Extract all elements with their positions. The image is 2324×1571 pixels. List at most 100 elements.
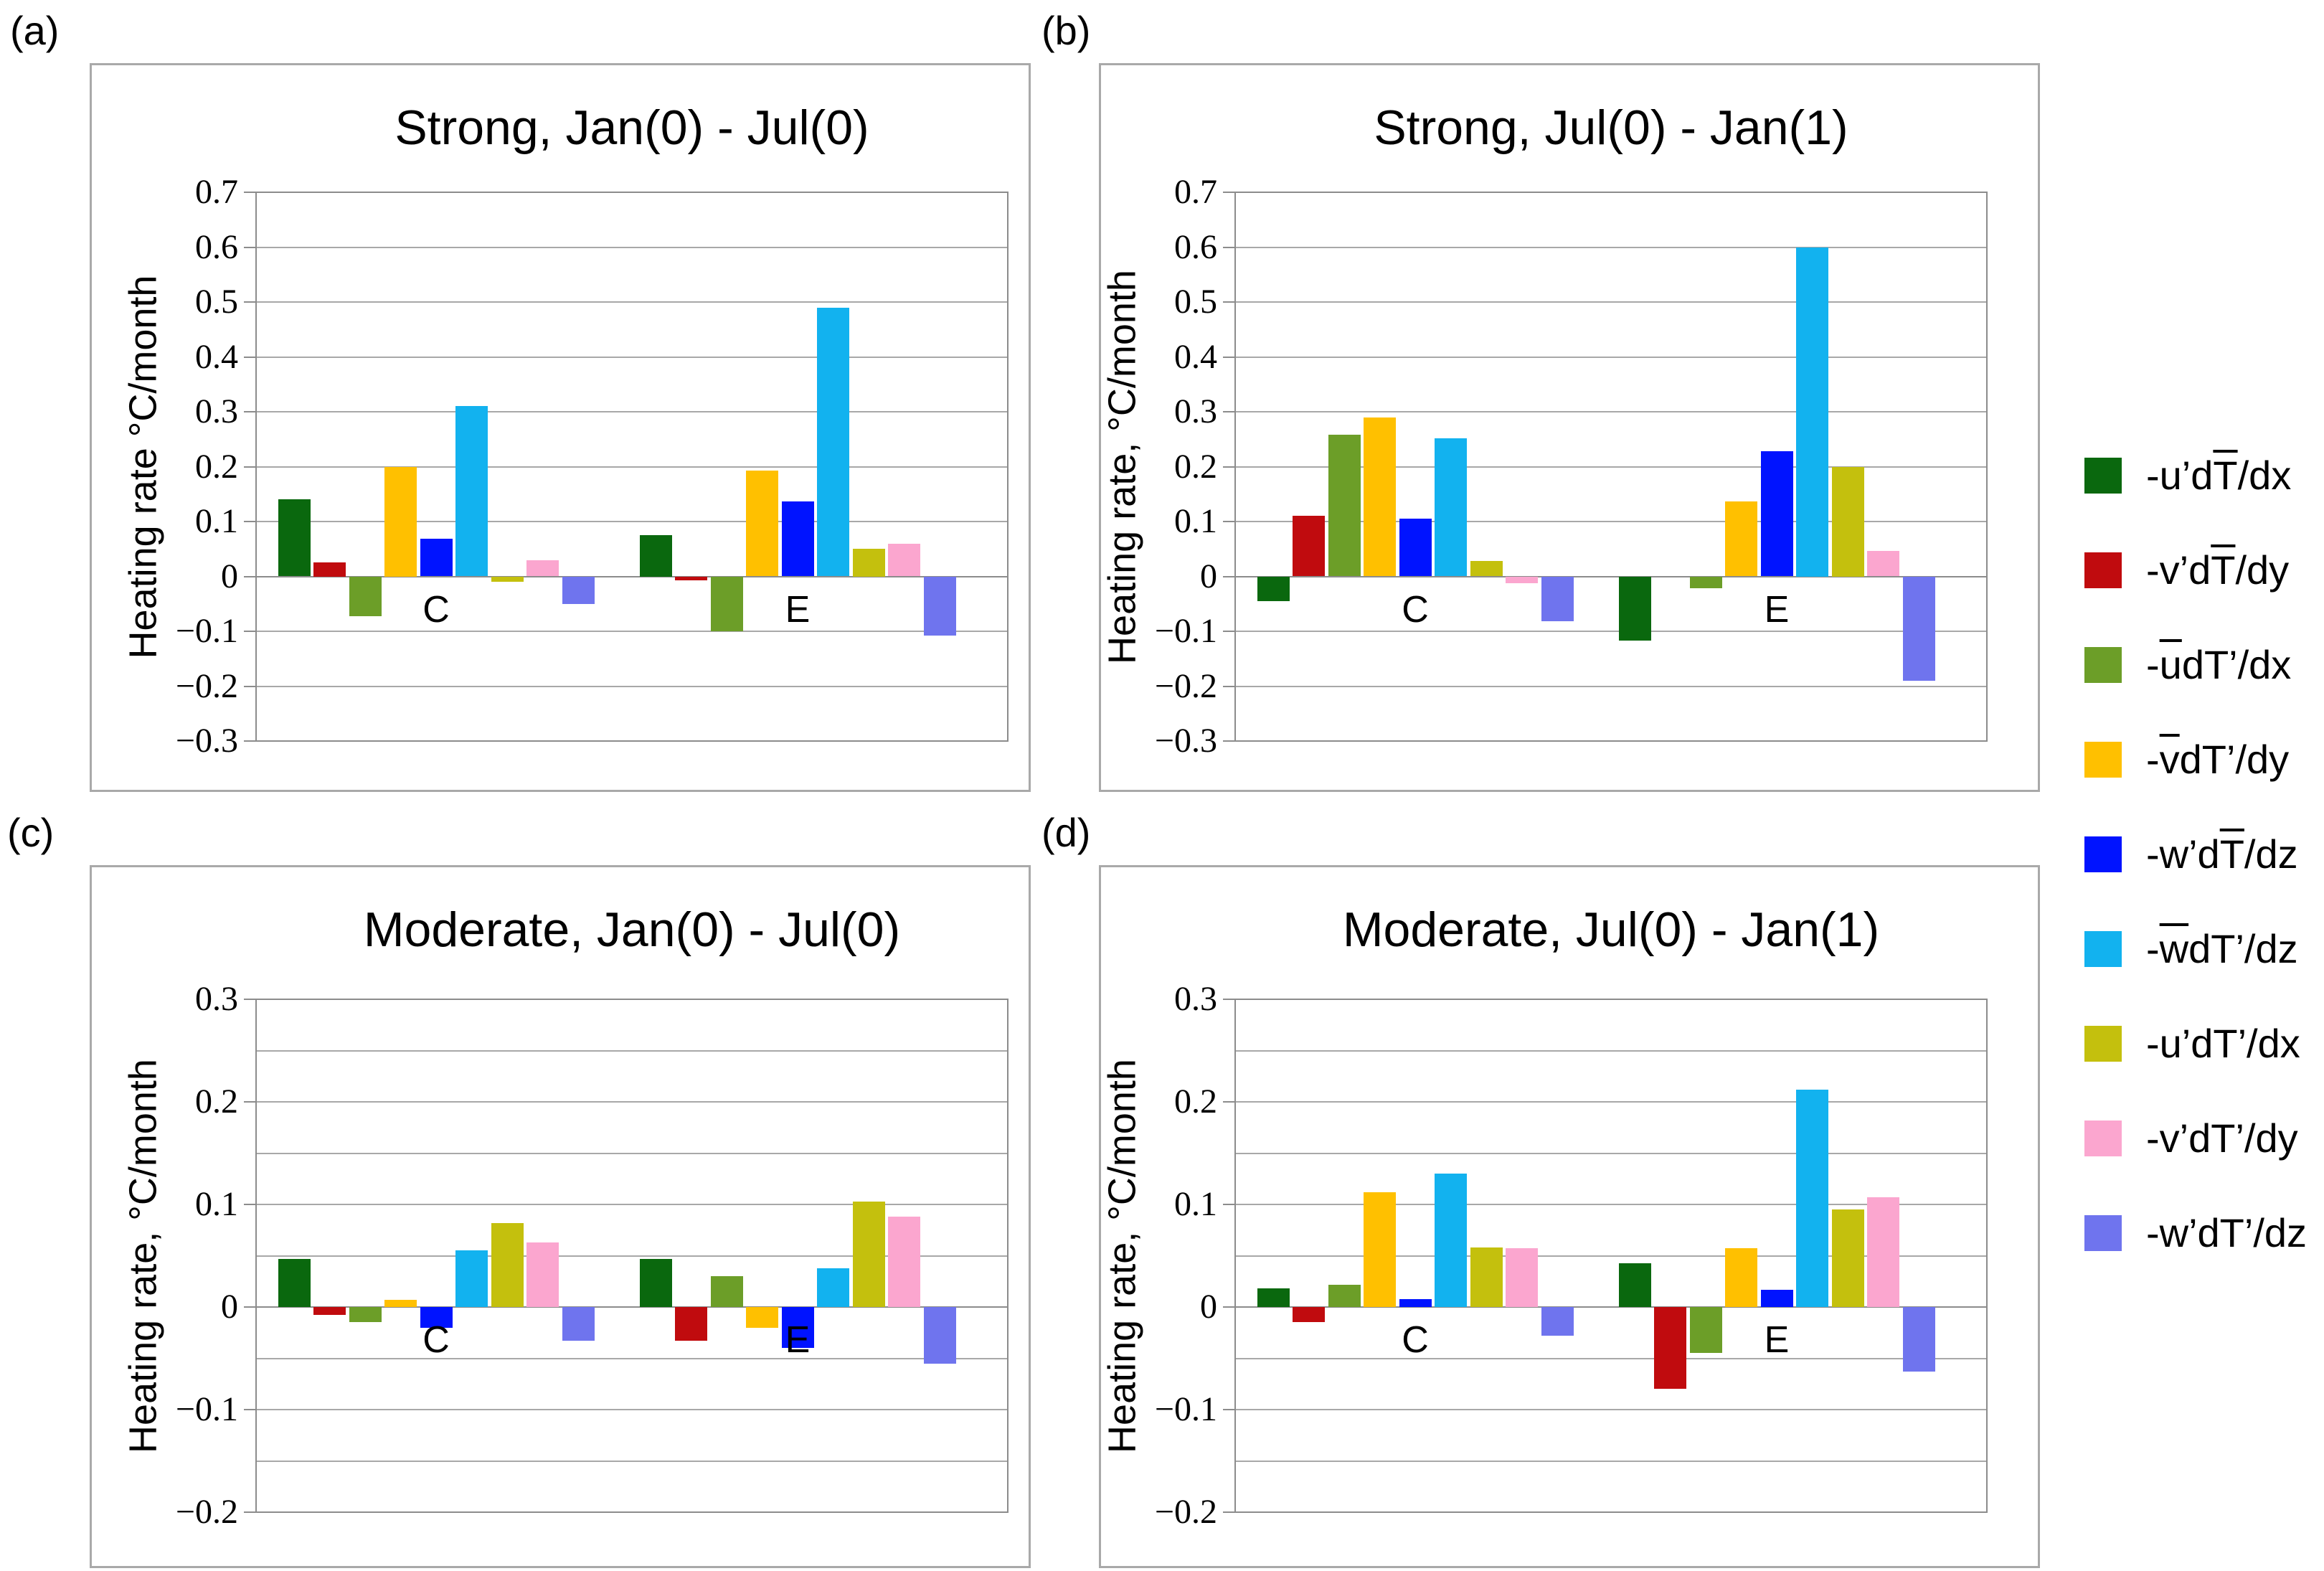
legend-label-segment: -	[2146, 737, 2160, 782]
gridline-d-4	[1234, 1204, 1988, 1205]
bar-a-E-1	[675, 576, 707, 580]
gridline-c-7	[255, 1357, 1009, 1359]
gridline-c-2	[255, 1101, 1009, 1103]
y-tick-a-4	[244, 411, 255, 412]
y-tick-b-7	[1223, 575, 1234, 577]
category-label-d-E: E	[1764, 1319, 1790, 1361]
y-axis-line-d	[1234, 999, 1236, 1512]
gridline-b-7	[1234, 575, 1988, 577]
bar-c-E-3	[746, 1307, 778, 1328]
gridline-a-1	[255, 246, 1009, 248]
legend-label-overbar-segment: T	[2211, 547, 2236, 593]
y-tick-c-5	[244, 1511, 255, 1513]
bar-b-C-5	[1435, 438, 1467, 577]
category-label-a-C: C	[422, 588, 450, 631]
panel-label-d: (d)	[1041, 810, 1091, 855]
legend-swatch-1	[2084, 552, 2122, 588]
y-tick-label-a-7: 0	[221, 557, 238, 595]
y-tick-label-a-4: 0.3	[195, 392, 238, 430]
bar-b-E-3	[1725, 501, 1757, 577]
y-tick-label-a-1: 0.6	[195, 227, 238, 266]
panel-title-d: Moderate, Jul(0) - Jan(1)	[1342, 902, 1880, 957]
legend-label-7: -v’dT’/dy	[2146, 1118, 2298, 1159]
legend-label-1: -v’dT/dy	[2146, 550, 2289, 590]
y-tick-label-c-3: 0	[221, 1288, 238, 1326]
bar-c-C-1	[313, 1307, 346, 1316]
gridline-b-3	[1234, 356, 1988, 358]
bar-d-E-8	[1902, 1307, 1935, 1372]
bar-a-E-5	[817, 307, 849, 577]
legend-label-8: -w’dT’/dz	[2146, 1213, 2307, 1253]
bar-c-C-8	[562, 1307, 595, 1341]
bar-d-C-4	[1399, 1298, 1432, 1307]
y-tick-b-1	[1223, 246, 1234, 248]
gridline-a-7	[255, 575, 1009, 577]
gridline-b-5	[1234, 466, 1988, 468]
bar-a-E-8	[923, 576, 956, 636]
bar-a-C-2	[349, 576, 382, 616]
bar-d-E-7	[1867, 1197, 1899, 1307]
bar-c-E-2	[710, 1276, 743, 1307]
bar-b-C-3	[1364, 417, 1396, 577]
bar-d-E-0	[1618, 1263, 1651, 1307]
bar-d-E-2	[1689, 1307, 1722, 1354]
bar-a-C-1	[313, 562, 346, 577]
y-tick-label-c-0: 0.3	[195, 980, 238, 1018]
legend-label-segment: -v’dT’/dy	[2146, 1115, 2298, 1161]
y-tick-label-c-1: 0.2	[195, 1082, 238, 1121]
legend-label-5: -wdT’/dz	[2146, 929, 2298, 969]
y-tick-b-10	[1223, 740, 1234, 742]
y-tick-label-d-1: 0.2	[1174, 1082, 1217, 1121]
bar-b-E-4	[1760, 451, 1793, 577]
y-tick-label-b-0: 0.7	[1174, 173, 1217, 211]
legend-swatch-6	[2084, 1026, 2122, 1062]
bar-c-E-6	[852, 1201, 885, 1307]
bar-d-C-2	[1328, 1284, 1361, 1307]
gridline-d-10	[1234, 1511, 1988, 1513]
bar-a-C-4	[420, 539, 453, 577]
bar-b-E-0	[1618, 576, 1651, 641]
panel-title-a: Strong, Jan(0) - Jul(0)	[395, 100, 869, 155]
bar-c-C-3	[384, 1299, 417, 1307]
legend-label-3: -vdT’/dy	[2146, 740, 2289, 780]
y-axis-line-b	[1234, 192, 1236, 741]
bar-a-C-0	[278, 499, 311, 577]
y-tick-d-2	[1223, 1204, 1234, 1205]
y-tick-b-3	[1223, 356, 1234, 358]
panel-a: Strong, Jan(0) - Jul(0) Heating rate °C/m…	[90, 63, 1031, 792]
gridline-c-3	[255, 1152, 1009, 1154]
gridline-c-0	[255, 999, 1009, 1000]
category-label-c-E: E	[785, 1319, 811, 1361]
y-tick-d-3	[1223, 1306, 1234, 1308]
legend-label-segment: -v’d	[2146, 547, 2211, 593]
gridline-d-2	[1234, 1101, 1988, 1103]
legend-label-segment: -u’d	[2146, 453, 2214, 498]
y-tick-b-6	[1223, 521, 1234, 522]
gridline-b-9	[1234, 685, 1988, 687]
bar-c-E-7	[888, 1217, 920, 1307]
bar-d-E-1	[1654, 1307, 1686, 1390]
y-tick-a-10	[244, 740, 255, 742]
bar-a-E-6	[852, 549, 885, 577]
gridline-d-6	[1234, 1306, 1988, 1308]
y-tick-a-3	[244, 356, 255, 358]
bar-b-C-8	[1541, 576, 1574, 622]
legend-swatch-5	[2084, 931, 2122, 967]
category-label-a-E: E	[785, 588, 811, 631]
bar-d-E-5	[1796, 1089, 1828, 1307]
bar-a-C-6	[491, 576, 524, 582]
gridline-c-8	[255, 1409, 1009, 1410]
y-tick-label-b-5: 0.2	[1174, 447, 1217, 486]
bar-c-E-4	[781, 1307, 814, 1349]
bar-b-C-1	[1293, 516, 1325, 577]
bar-a-E-2	[710, 576, 743, 631]
legend-label-segment: /dz	[2244, 831, 2298, 877]
legend-label-segment: /dx	[2237, 453, 2292, 498]
bar-a-C-7	[526, 560, 559, 577]
y-tick-a-8	[244, 631, 255, 632]
legend-swatch-7	[2084, 1121, 2122, 1156]
legend-label-segment: dT’/dz	[2188, 926, 2298, 971]
gridline-b-1	[1234, 246, 1988, 248]
y-tick-b-8	[1223, 631, 1234, 632]
plot-right-border-d	[1986, 999, 1988, 1512]
